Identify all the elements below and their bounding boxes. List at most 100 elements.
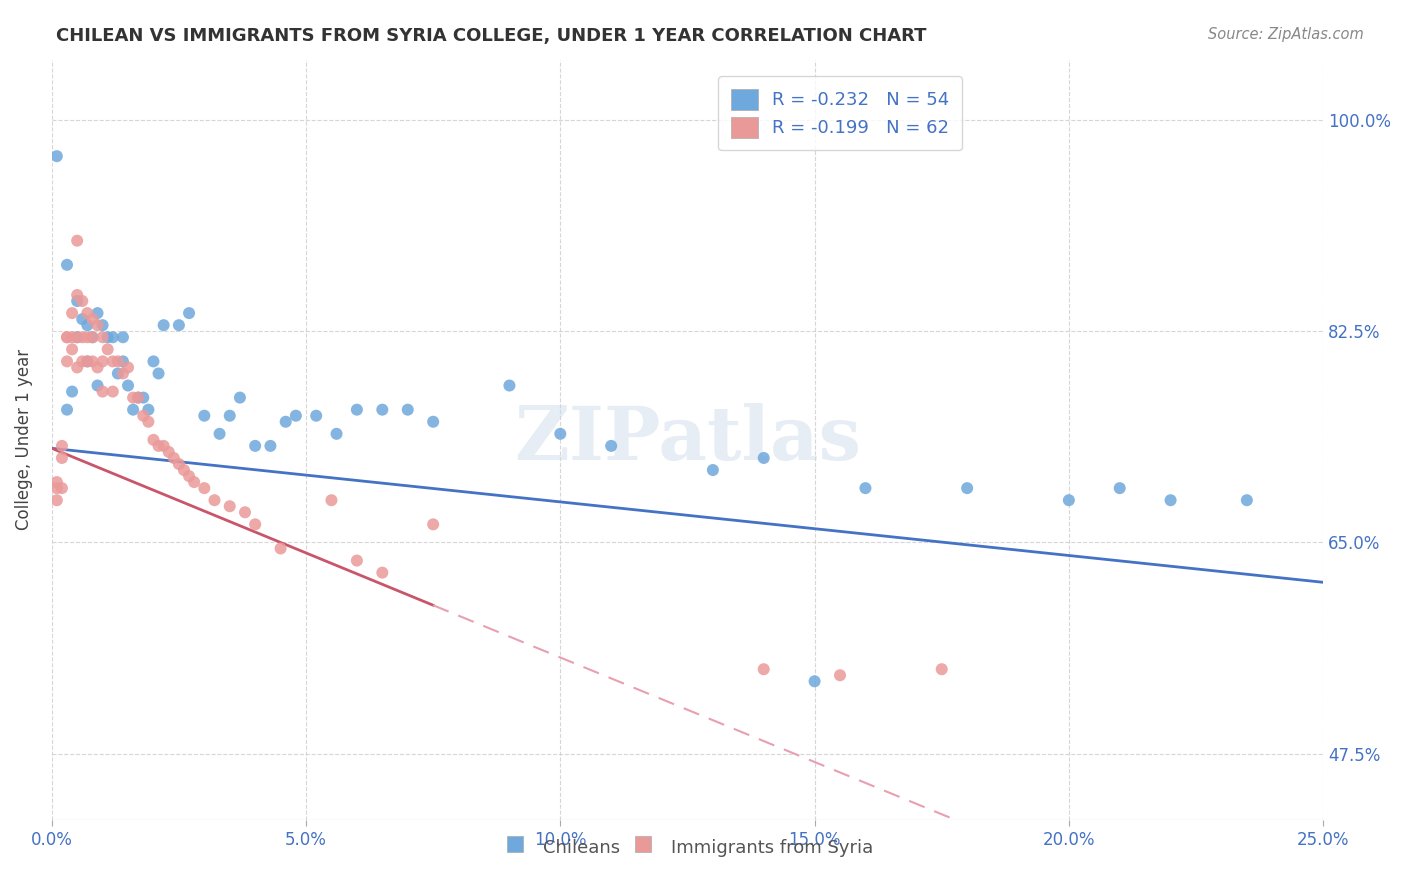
- Point: [371, 402, 394, 417]
- Point: [218, 500, 240, 514]
- Point: [45, 475, 67, 489]
- Point: [346, 402, 368, 417]
- Point: [45, 149, 67, 163]
- Point: [346, 553, 368, 567]
- Point: [60, 384, 83, 399]
- Point: [82, 330, 104, 344]
- Point: [86, 378, 108, 392]
- Point: [82, 330, 104, 344]
- Point: [45, 493, 67, 508]
- Point: [396, 402, 419, 417]
- Point: [82, 354, 104, 368]
- Point: [274, 415, 297, 429]
- Point: [204, 493, 226, 508]
- Point: [91, 384, 114, 399]
- Point: [177, 306, 200, 320]
- Point: [208, 426, 231, 441]
- Point: [66, 360, 89, 375]
- Point: [51, 481, 73, 495]
- Point: [243, 439, 266, 453]
- Point: [91, 318, 114, 333]
- Point: [828, 668, 851, 682]
- Point: [66, 293, 89, 308]
- Point: [270, 541, 292, 556]
- Point: [1108, 481, 1130, 495]
- Point: [72, 330, 94, 344]
- Point: [76, 354, 98, 368]
- Point: [86, 306, 108, 320]
- Point: [72, 354, 94, 368]
- Point: [60, 306, 83, 320]
- Point: [132, 391, 155, 405]
- Point: [284, 409, 307, 423]
- Point: [56, 258, 79, 272]
- Point: [111, 354, 134, 368]
- Point: [122, 402, 145, 417]
- Point: [111, 367, 134, 381]
- Point: [233, 505, 256, 519]
- Point: [97, 343, 120, 357]
- Point: [45, 481, 67, 495]
- Point: [117, 378, 139, 392]
- Point: [76, 306, 98, 320]
- Point: [422, 517, 444, 532]
- Point: [107, 354, 129, 368]
- Point: [76, 318, 98, 333]
- Point: [1057, 493, 1080, 508]
- Point: [148, 367, 170, 381]
- Point: [127, 391, 149, 405]
- Point: [86, 360, 108, 375]
- Point: [97, 330, 120, 344]
- Point: [101, 330, 124, 344]
- Point: [157, 445, 180, 459]
- Point: [51, 439, 73, 453]
- Point: [86, 318, 108, 333]
- Point: [498, 378, 520, 392]
- Point: [122, 391, 145, 405]
- Point: [56, 402, 79, 417]
- Point: [855, 481, 877, 495]
- Point: [931, 662, 953, 676]
- Point: [111, 330, 134, 344]
- Point: [101, 384, 124, 399]
- Point: [127, 391, 149, 405]
- Text: CHILEAN VS IMMIGRANTS FROM SYRIA COLLEGE, UNDER 1 YEAR CORRELATION CHART: CHILEAN VS IMMIGRANTS FROM SYRIA COLLEGE…: [56, 27, 927, 45]
- Point: [803, 674, 825, 689]
- Point: [1160, 493, 1182, 508]
- Point: [142, 433, 165, 447]
- Point: [72, 293, 94, 308]
- Point: [60, 330, 83, 344]
- Point: [76, 330, 98, 344]
- Point: [101, 354, 124, 368]
- Point: [183, 475, 205, 489]
- Point: [72, 312, 94, 326]
- Legend: Chileans, Immigrants from Syria: Chileans, Immigrants from Syria: [495, 829, 880, 864]
- Point: [91, 330, 114, 344]
- Point: [371, 566, 394, 580]
- Point: [243, 517, 266, 532]
- Point: [600, 439, 623, 453]
- Point: [56, 330, 79, 344]
- Point: [66, 330, 89, 344]
- Point: [82, 312, 104, 326]
- Text: ZIPatlas: ZIPatlas: [515, 403, 860, 476]
- Point: [163, 450, 186, 465]
- Point: [325, 426, 347, 441]
- Point: [117, 360, 139, 375]
- Point: [76, 354, 98, 368]
- Point: [229, 391, 252, 405]
- Point: [51, 450, 73, 465]
- Point: [305, 409, 328, 423]
- Point: [167, 457, 190, 471]
- Point: [91, 354, 114, 368]
- Point: [66, 330, 89, 344]
- Point: [321, 493, 343, 508]
- Point: [218, 409, 240, 423]
- Point: [148, 439, 170, 453]
- Point: [66, 234, 89, 248]
- Point: [193, 409, 215, 423]
- Point: [422, 415, 444, 429]
- Point: [167, 318, 190, 333]
- Point: [173, 463, 195, 477]
- Point: [152, 318, 174, 333]
